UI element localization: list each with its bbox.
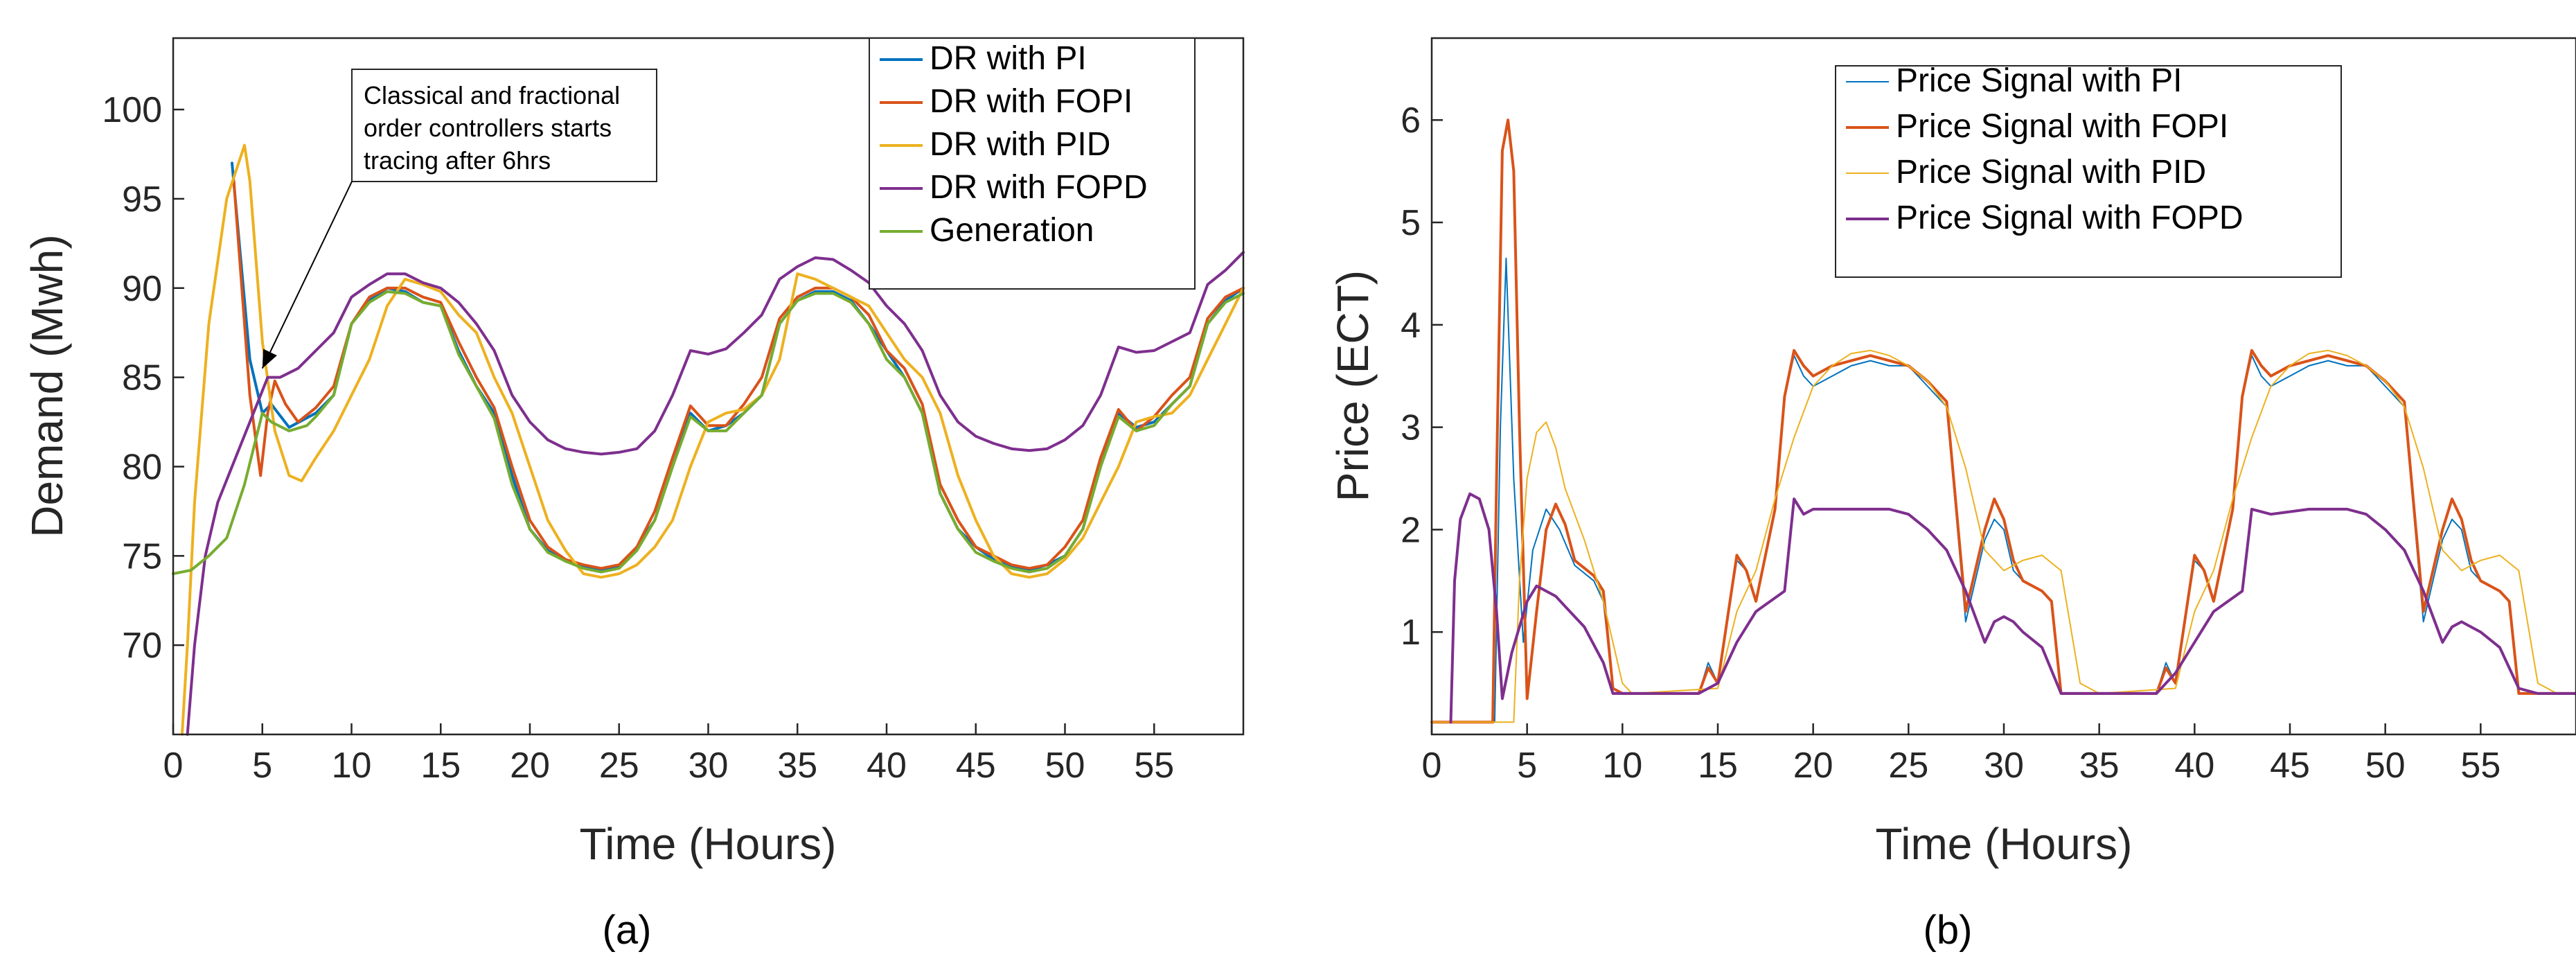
x-tick-label: 40	[867, 746, 907, 786]
y-ticks-b: 1 2 3 4 5 6	[1401, 100, 1443, 653]
y-tick-label: 2	[1401, 510, 1421, 550]
x-axis-label-a: Time (Hours)	[580, 819, 837, 869]
annotation-box	[351, 69, 657, 182]
x-tick-label: 15	[420, 746, 461, 786]
y-tick-label: 70	[122, 626, 162, 666]
x-tick-label: 5	[252, 746, 272, 786]
annotation-a: Classical and fractional order controlle…	[261, 69, 657, 369]
x-tick-label: 0	[163, 746, 184, 786]
panel-label-b: (b)	[1924, 908, 1973, 953]
x-ticks-b: 0 5 10 15 20 25 30 35 40 45 50 55	[1422, 723, 2501, 786]
legend-label: DR with PI	[930, 40, 1087, 77]
series-line-a-3	[186, 251, 1245, 736]
legend-b-items: Price Signal with PI Price Signal with FO…	[1846, 62, 2244, 236]
series-a	[172, 143, 1245, 736]
axes-box-a	[172, 37, 1245, 736]
legend-a-items: DR with PI DR with FOPI DR with PID DR with…	[880, 40, 1148, 249]
y-tick-label: 6	[1401, 100, 1421, 141]
legend-label: Generation	[930, 212, 1094, 249]
panel-a: 0 5 10 15 20 25 30 35 40 45 50 55 70 75 80 85 90 95 100 T…	[22, 37, 1245, 953]
series-line-a-1	[232, 179, 1245, 570]
y-tick-label: 75	[122, 536, 162, 576]
x-tick-label: 30	[1984, 746, 2024, 786]
legend-label: DR with FOPI	[930, 83, 1132, 120]
x-tick-label: 35	[2079, 746, 2120, 786]
x-tick-label: 55	[1134, 746, 1174, 786]
y-tick-label: 1	[1401, 612, 1421, 653]
y-tick-label: 85	[122, 358, 162, 398]
x-tick-label: 50	[1045, 746, 1085, 786]
x-tick-label: 40	[2174, 746, 2214, 786]
series-line-b-2	[1431, 349, 2576, 723]
legend-label: DR with FOPD	[930, 169, 1148, 206]
y-ticks-a: 70 75 80 85 90 95 100	[102, 90, 184, 666]
y-tick-label: 95	[122, 179, 162, 220]
x-tick-label: 15	[1698, 746, 1738, 786]
x-tick-label: 30	[689, 746, 729, 786]
x-tick-label: 10	[1602, 746, 1642, 786]
panel-label-a: (a)	[603, 908, 652, 953]
series-b	[1430, 118, 2576, 724]
axes-box-b	[1430, 37, 2576, 736]
x-tick-label: 0	[1422, 746, 1442, 786]
y-tick-label: 4	[1401, 306, 1421, 346]
annotation-line-2: order controllers starts	[364, 114, 612, 142]
series-line-a-2	[180, 143, 1245, 736]
series-line-a-4	[172, 290, 1245, 576]
legend-box-a	[869, 37, 1196, 290]
legend-label: Price Signal with PID	[1896, 154, 2206, 191]
x-tick-label: 45	[2270, 746, 2310, 786]
x-tick-label: 50	[2365, 746, 2406, 786]
annotation-arrow	[261, 181, 353, 369]
x-tick-label: 10	[332, 746, 372, 786]
series-line-b-3	[1449, 492, 2576, 724]
y-tick-label: 80	[122, 447, 162, 487]
legend-label: DR with PID	[930, 126, 1110, 163]
x-tick-label: 55	[2460, 746, 2501, 786]
y-axis-label-b: Price (ECT)	[1328, 270, 1378, 502]
legend-box-b	[1835, 65, 2342, 278]
annotation-line-1: Classical and fractional	[364, 81, 620, 109]
legend-label: Price Signal with FOPD	[1896, 200, 2244, 236]
x-tick-label: 20	[1793, 746, 1833, 786]
x-tick-label: 35	[777, 746, 817, 786]
x-tick-label: 25	[599, 746, 639, 786]
legend-b: Price Signal with PI Price Signal with FO…	[1835, 62, 2342, 278]
x-axis-label-b: Time (Hours)	[1876, 819, 2133, 869]
y-tick-label: 90	[122, 269, 162, 309]
y-tick-label: 3	[1401, 408, 1421, 448]
y-axis-label-a: Demand (Mwh)	[22, 234, 72, 537]
legend-label: Price Signal with FOPI	[1896, 108, 2228, 145]
series-line-b-0	[1431, 257, 2576, 723]
legend-label: Price Signal with PI	[1896, 62, 2183, 99]
annotation-line-3: tracing after 6hrs	[364, 146, 551, 175]
legend-a: DR with PI DR with FOPI DR with PID DR with…	[869, 37, 1196, 290]
x-tick-label: 25	[1888, 746, 1928, 786]
x-ticks-a: 0 5 10 15 20 25 30 35 40 45 50 55	[163, 723, 1174, 786]
y-tick-label: 100	[102, 90, 162, 130]
annotation-arrowhead	[262, 349, 277, 369]
x-tick-label: 5	[1517, 746, 1537, 786]
x-tick-label: 20	[510, 746, 550, 786]
y-tick-label: 5	[1401, 203, 1421, 243]
x-tick-label: 45	[956, 746, 996, 786]
